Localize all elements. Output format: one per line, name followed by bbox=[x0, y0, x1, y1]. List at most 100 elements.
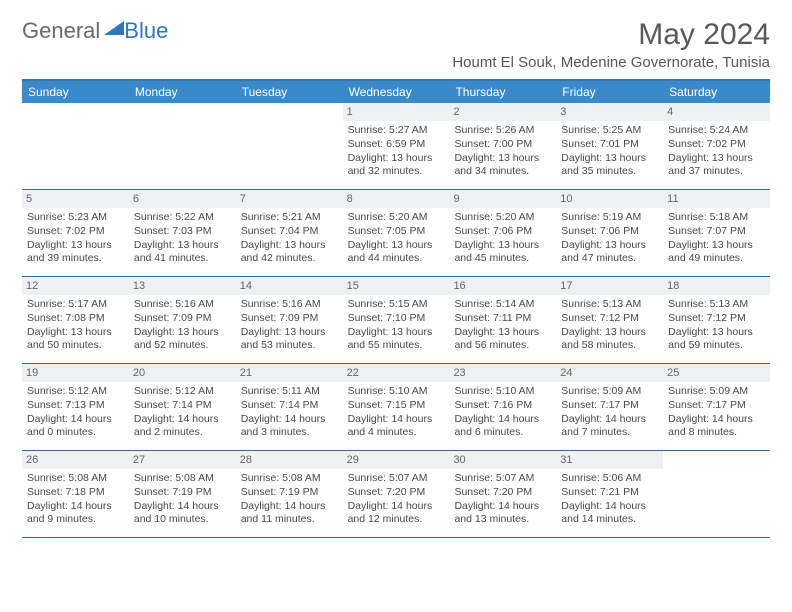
day-cell: 8Sunrise: 5:20 AMSunset: 7:05 PMDaylight… bbox=[343, 190, 450, 276]
sunset-text: Sunset: 7:02 PM bbox=[668, 138, 765, 152]
day-number: 16 bbox=[449, 277, 556, 295]
day-number bbox=[663, 451, 770, 469]
brand-triangle-icon bbox=[104, 19, 124, 40]
day-cell: 21Sunrise: 5:11 AMSunset: 7:14 PMDayligh… bbox=[236, 364, 343, 450]
sunset-text: Sunset: 7:13 PM bbox=[27, 399, 124, 413]
sunset-text: Sunset: 7:10 PM bbox=[348, 312, 445, 326]
sunrise-text: Sunrise: 5:11 AM bbox=[241, 385, 338, 399]
day-cell: 25 Sunrise: 5:09 AMSunset: 7:17 PMDayligh… bbox=[663, 364, 770, 450]
day-number: 29 bbox=[343, 451, 450, 469]
daylight-text: Daylight: 14 hours and 9 minutes. bbox=[27, 500, 124, 527]
day-number: 23 bbox=[449, 364, 556, 382]
week-row: 19Sunrise: 5:12 AMSunset: 7:13 PMDayligh… bbox=[22, 364, 770, 451]
calendar-page: General Blue May 2024 Houmt El Souk, Med… bbox=[0, 0, 792, 538]
week-row: 1Sunrise: 5:27 AMSunset: 6:59 PMDaylight… bbox=[22, 103, 770, 190]
daylight-text: Daylight: 14 hours and 12 minutes. bbox=[348, 500, 445, 527]
daylight-text: Daylight: 14 hours and 2 minutes. bbox=[134, 413, 231, 440]
day-cell: 26Sunrise: 5:08 AMSunset: 7:18 PMDayligh… bbox=[22, 451, 129, 537]
sunrise-text: Sunrise: 5:12 AM bbox=[134, 385, 231, 399]
day-cell: 27Sunrise: 5:08 AMSunset: 7:19 PMDayligh… bbox=[129, 451, 236, 537]
day-number: 21 bbox=[236, 364, 343, 382]
empty-cell bbox=[236, 103, 343, 189]
sunrise-text: Sunrise: 5:18 AM bbox=[668, 211, 765, 225]
day-number: 15 bbox=[343, 277, 450, 295]
day-number: 14 bbox=[236, 277, 343, 295]
daylight-text: Daylight: 13 hours and 59 minutes. bbox=[668, 326, 765, 353]
day-header: Saturday bbox=[663, 81, 770, 103]
sunset-text: Sunset: 7:05 PM bbox=[348, 225, 445, 239]
brand-part2: Blue bbox=[124, 18, 168, 44]
daylight-text: Daylight: 13 hours and 47 minutes. bbox=[561, 239, 658, 266]
day-cell: 17Sunrise: 5:13 AMSunset: 7:12 PMDayligh… bbox=[556, 277, 663, 363]
sunset-text: Sunset: 7:15 PM bbox=[348, 399, 445, 413]
daylight-text: Daylight: 14 hours and 8 minutes. bbox=[668, 413, 765, 440]
day-number: 6 bbox=[129, 190, 236, 208]
day-cell: 11Sunrise: 5:18 AMSunset: 7:07 PMDayligh… bbox=[663, 190, 770, 276]
sunrise-text: Sunrise: 5:21 AM bbox=[241, 211, 338, 225]
empty-cell bbox=[22, 103, 129, 189]
day-number: 30 bbox=[449, 451, 556, 469]
day-cell: 16Sunrise: 5:14 AMSunset: 7:11 PMDayligh… bbox=[449, 277, 556, 363]
sunrise-text: Sunrise: 5:27 AM bbox=[348, 124, 445, 138]
day-number: 13 bbox=[129, 277, 236, 295]
sunset-text: Sunset: 7:06 PM bbox=[454, 225, 551, 239]
sunset-text: Sunset: 7:17 PM bbox=[561, 399, 658, 413]
day-cell: 14Sunrise: 5:16 AMSunset: 7:09 PMDayligh… bbox=[236, 277, 343, 363]
location: Houmt El Souk, Medenine Governorate, Tun… bbox=[452, 54, 770, 71]
day-cell: 22Sunrise: 5:10 AMSunset: 7:15 PMDayligh… bbox=[343, 364, 450, 450]
sunset-text: Sunset: 7:12 PM bbox=[668, 312, 765, 326]
day-cell: 13Sunrise: 5:16 AMSunset: 7:09 PMDayligh… bbox=[129, 277, 236, 363]
week-row: 12Sunrise: 5:17 AMSunset: 7:08 PMDayligh… bbox=[22, 277, 770, 364]
daylight-text: Daylight: 13 hours and 34 minutes. bbox=[454, 152, 551, 179]
sunrise-text: Sunrise: 5:15 AM bbox=[348, 298, 445, 312]
sunrise-text: Sunrise: 5:26 AM bbox=[454, 124, 551, 138]
daylight-text: Daylight: 14 hours and 14 minutes. bbox=[561, 500, 658, 527]
day-number: 11 bbox=[663, 190, 770, 208]
day-cell: 2 Sunrise: 5:26 AMSunset: 7:00 PMDaylight… bbox=[449, 103, 556, 189]
sunrise-text: Sunrise: 5:12 AM bbox=[27, 385, 124, 399]
day-cell: 18Sunrise: 5:13 AMSunset: 7:12 PMDayligh… bbox=[663, 277, 770, 363]
sunset-text: Sunset: 7:00 PM bbox=[454, 138, 551, 152]
day-number: 10 bbox=[556, 190, 663, 208]
daylight-text: Daylight: 13 hours and 32 minutes. bbox=[348, 152, 445, 179]
day-cell: 15Sunrise: 5:15 AMSunset: 7:10 PMDayligh… bbox=[343, 277, 450, 363]
sunset-text: Sunset: 7:14 PM bbox=[241, 399, 338, 413]
sunrise-text: Sunrise: 5:09 AM bbox=[668, 385, 765, 399]
sunset-text: Sunset: 7:12 PM bbox=[561, 312, 658, 326]
day-number bbox=[22, 103, 129, 121]
day-header: Sunday bbox=[22, 81, 129, 103]
daylight-text: Daylight: 14 hours and 0 minutes. bbox=[27, 413, 124, 440]
day-number: 7 bbox=[236, 190, 343, 208]
sunset-text: Sunset: 7:02 PM bbox=[27, 225, 124, 239]
sunset-text: Sunset: 7:19 PM bbox=[241, 486, 338, 500]
day-cell: 9Sunrise: 5:20 AMSunset: 7:06 PMDaylight… bbox=[449, 190, 556, 276]
sunset-text: Sunset: 7:18 PM bbox=[27, 486, 124, 500]
sunset-text: Sunset: 7:17 PM bbox=[668, 399, 765, 413]
sunset-text: Sunset: 7:01 PM bbox=[561, 138, 658, 152]
header: General Blue May 2024 Houmt El Souk, Med… bbox=[22, 18, 770, 71]
day-cell: 23Sunrise: 5:10 AMSunset: 7:16 PMDayligh… bbox=[449, 364, 556, 450]
day-cell: 19Sunrise: 5:12 AMSunset: 7:13 PMDayligh… bbox=[22, 364, 129, 450]
day-cell: 31Sunrise: 5:06 AMSunset: 7:21 PMDayligh… bbox=[556, 451, 663, 537]
day-header: Monday bbox=[129, 81, 236, 103]
daylight-text: Daylight: 14 hours and 10 minutes. bbox=[134, 500, 231, 527]
empty-cell bbox=[129, 103, 236, 189]
day-header: Friday bbox=[556, 81, 663, 103]
day-number bbox=[236, 103, 343, 121]
sunset-text: Sunset: 7:11 PM bbox=[454, 312, 551, 326]
sunrise-text: Sunrise: 5:16 AM bbox=[134, 298, 231, 312]
sunrise-text: Sunrise: 5:08 AM bbox=[241, 472, 338, 486]
daylight-text: Daylight: 14 hours and 7 minutes. bbox=[561, 413, 658, 440]
day-number: 25 bbox=[663, 364, 770, 382]
brand-part1: General bbox=[22, 18, 100, 44]
day-cell: 12Sunrise: 5:17 AMSunset: 7:08 PMDayligh… bbox=[22, 277, 129, 363]
day-number: 2 bbox=[449, 103, 556, 121]
daylight-text: Daylight: 13 hours and 50 minutes. bbox=[27, 326, 124, 353]
daylight-text: Daylight: 13 hours and 44 minutes. bbox=[348, 239, 445, 266]
sunrise-text: Sunrise: 5:08 AM bbox=[134, 472, 231, 486]
day-number: 24 bbox=[556, 364, 663, 382]
day-number: 22 bbox=[343, 364, 450, 382]
sunset-text: Sunset: 7:14 PM bbox=[134, 399, 231, 413]
sunrise-text: Sunrise: 5:24 AM bbox=[668, 124, 765, 138]
sunrise-text: Sunrise: 5:19 AM bbox=[561, 211, 658, 225]
